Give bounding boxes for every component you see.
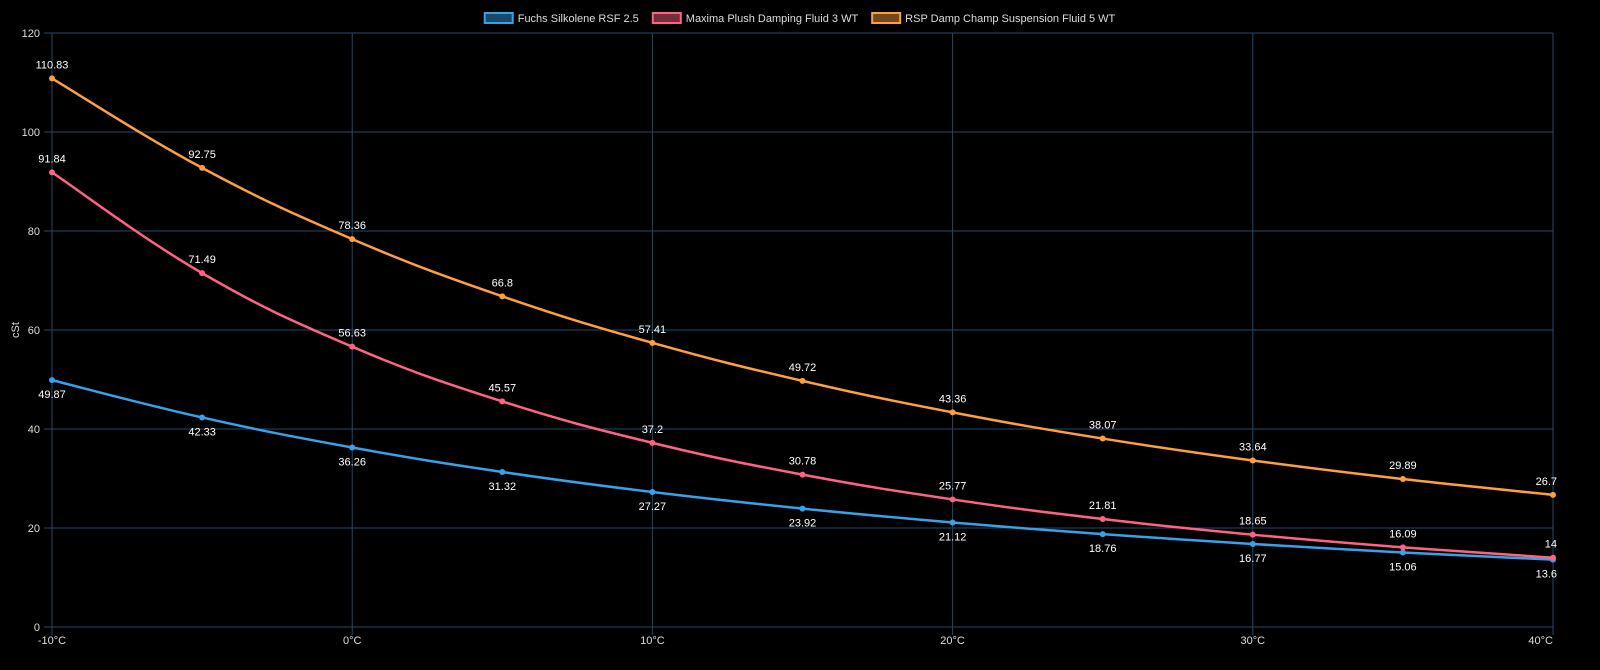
- data-point: [1099, 435, 1106, 442]
- data-label: 29.89: [1389, 460, 1417, 472]
- y-tick-label: 60: [28, 325, 40, 337]
- legend-label: Maxima Plush Damping Fluid 3 WT: [686, 13, 859, 25]
- data-label: 91.84: [38, 153, 66, 165]
- legend-label: Fuchs Silkolene RSF 2.5: [518, 13, 639, 25]
- data-point: [349, 236, 356, 243]
- data-point: [49, 169, 55, 176]
- data-point: [799, 377, 806, 384]
- data-label: 49.87: [38, 389, 66, 401]
- y-tick-label: 20: [28, 523, 40, 535]
- data-point: [1399, 476, 1406, 483]
- data-point: [1249, 540, 1256, 547]
- data-label: 56.63: [338, 328, 366, 340]
- x-tick-label: 30°C: [1241, 635, 1266, 647]
- legend-label: RSP Damp Champ Suspension Fluid 5 WT: [905, 13, 1115, 25]
- data-label: 37.2: [642, 424, 663, 436]
- data-point: [1099, 531, 1106, 538]
- data-label: 21.81: [1089, 500, 1117, 512]
- legend-swatch: [651, 12, 682, 24]
- data-label: 43.36: [939, 393, 967, 405]
- data-label: 21.12: [939, 531, 967, 543]
- data-point: [1399, 544, 1406, 551]
- x-tick-label: 0°C: [343, 635, 362, 647]
- x-tick-label: 10°C: [640, 635, 665, 647]
- data-label: 30.78: [789, 456, 817, 468]
- data-point: [1550, 491, 1556, 498]
- x-tick-label: -10°C: [38, 635, 66, 647]
- data-point: [649, 439, 656, 446]
- data-label: 18.65: [1239, 516, 1267, 528]
- data-label: 14: [1545, 539, 1557, 551]
- data-point: [499, 293, 506, 300]
- data-point: [499, 398, 506, 405]
- data-label: 23.92: [789, 518, 817, 530]
- data-label: 57.41: [639, 324, 667, 336]
- data-label: 13.6: [1536, 569, 1557, 581]
- data-point: [1399, 549, 1406, 556]
- y-tick-label: 120: [22, 28, 40, 40]
- x-tick-label: 20°C: [940, 635, 965, 647]
- data-point: [949, 409, 956, 416]
- data-label: 66.8: [492, 277, 513, 289]
- data-label: 92.75: [188, 149, 216, 161]
- data-point: [1249, 531, 1256, 538]
- data-point: [799, 471, 806, 478]
- data-point: [349, 444, 356, 451]
- data-point: [49, 377, 55, 384]
- data-point: [949, 519, 956, 526]
- data-point: [1249, 457, 1256, 464]
- data-label: 110.83: [36, 59, 69, 71]
- data-label: 26.7: [1536, 476, 1557, 488]
- data-label: 78.36: [338, 220, 366, 232]
- data-label: 18.76: [1089, 543, 1117, 555]
- data-label: 16.09: [1389, 528, 1417, 540]
- data-label: 45.57: [489, 382, 517, 394]
- data-label: 15.06: [1389, 561, 1417, 573]
- data-point: [349, 343, 356, 350]
- data-point: [199, 270, 206, 277]
- data-label: 33.64: [1239, 441, 1267, 453]
- data-label: 31.32: [489, 481, 517, 493]
- legend-swatch: [871, 12, 902, 24]
- data-label: 71.49: [188, 254, 216, 266]
- data-label: 27.27: [639, 501, 667, 513]
- y-tick-label: 0: [34, 622, 40, 634]
- data-point: [649, 339, 656, 346]
- y-tick-label: 40: [28, 424, 40, 436]
- data-point: [199, 414, 206, 421]
- x-tick-label: 40°C: [1528, 635, 1553, 647]
- legend-swatch: [483, 12, 514, 24]
- data-point: [649, 489, 656, 496]
- data-point: [1550, 554, 1556, 561]
- y-tick-label: 80: [28, 226, 40, 238]
- y-tick-label: 100: [22, 127, 40, 139]
- data-label: 16.77: [1239, 553, 1267, 565]
- data-point: [1099, 516, 1106, 523]
- data-label: 36.26: [338, 457, 366, 469]
- data-label: 38.07: [1089, 420, 1117, 432]
- data-label: 25.77: [939, 480, 967, 492]
- data-point: [799, 505, 806, 512]
- data-label: 49.72: [789, 362, 817, 374]
- data-label: 42.33: [188, 426, 216, 438]
- data-point: [949, 496, 956, 503]
- y-axis-label: cSt: [10, 322, 22, 338]
- data-point: [199, 164, 206, 171]
- data-point: [49, 75, 55, 82]
- data-point: [499, 468, 506, 475]
